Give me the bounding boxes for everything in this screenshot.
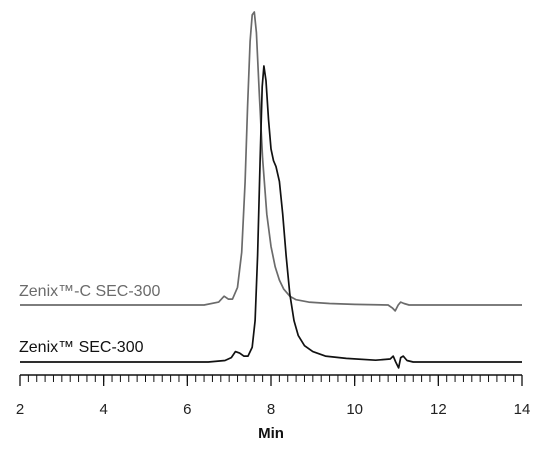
x-tick-label: 10 xyxy=(346,401,363,418)
traces xyxy=(20,11,522,369)
series-labels: Zenix™-C SEC-300 Zenix™ SEC-300 xyxy=(19,283,160,356)
x-tick-label: 14 xyxy=(514,401,531,418)
x-tick-label: 6 xyxy=(183,401,191,418)
series-line-1 xyxy=(20,65,522,369)
x-axis-major-ticks xyxy=(19,375,523,386)
x-axis-tick-labels: 2 4 6 8 10 12 14 xyxy=(16,401,531,418)
x-tick-label: 4 xyxy=(99,401,107,418)
x-tick-label: 8 xyxy=(267,401,275,418)
x-axis: 2 4 6 8 10 12 14 Min xyxy=(16,374,531,442)
x-tick-label: 12 xyxy=(430,401,447,418)
x-axis-title: Min xyxy=(258,425,284,442)
x-tick-label: 2 xyxy=(16,401,24,418)
series-label-zenix-c-sec-300: Zenix™-C SEC-300 xyxy=(19,283,160,300)
series-line-0 xyxy=(20,11,522,312)
series-label-zenix-sec-300: Zenix™ SEC-300 xyxy=(19,339,144,356)
